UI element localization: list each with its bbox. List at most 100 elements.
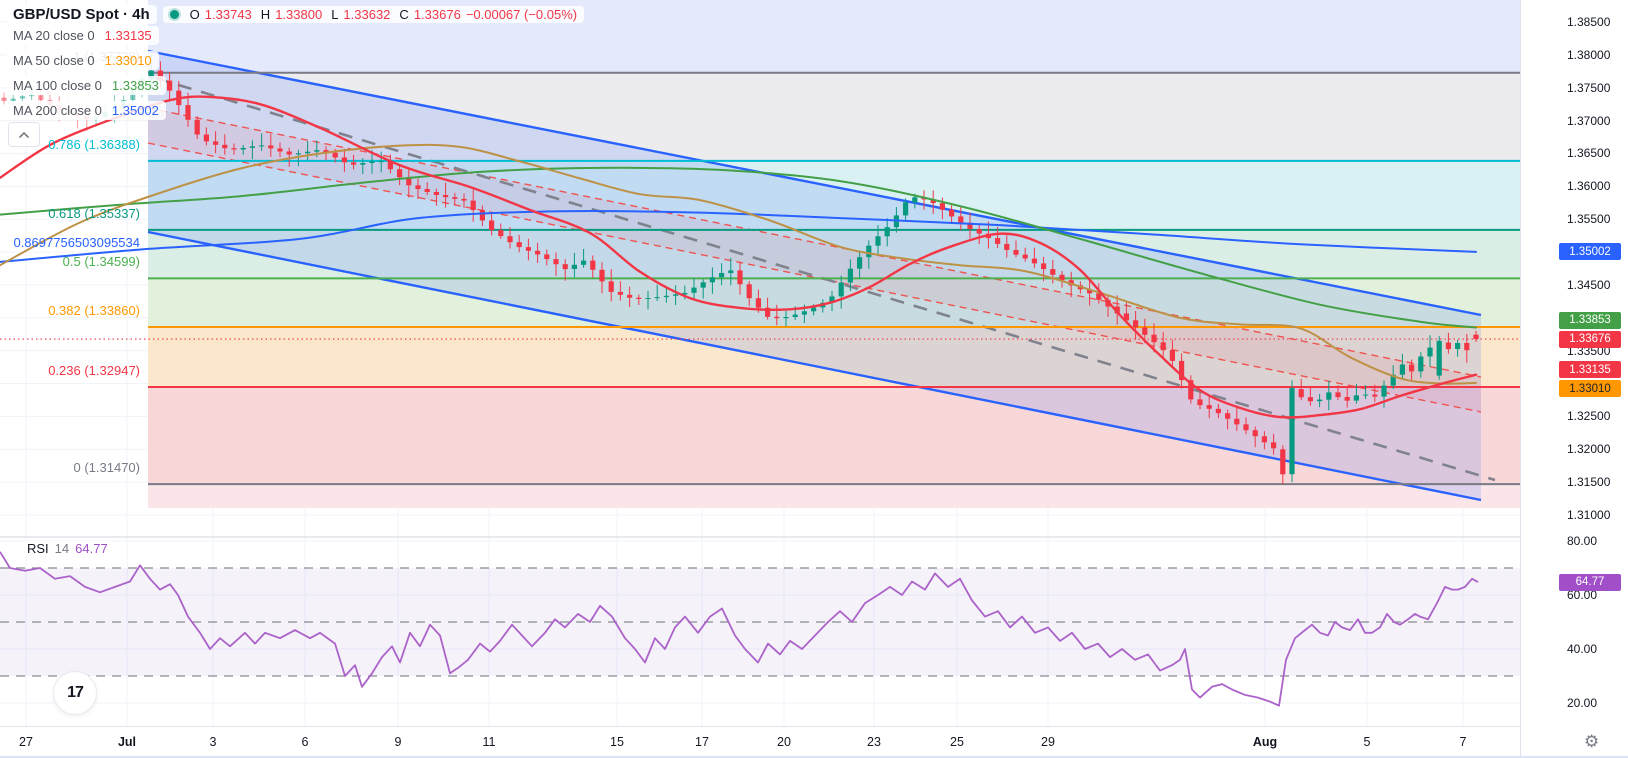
candle-body bbox=[728, 270, 734, 274]
candle-body bbox=[1280, 449, 1286, 475]
fib-level-label: 0.5 (1.34599) bbox=[62, 254, 140, 270]
open-value: 1.33743 bbox=[204, 7, 252, 22]
candle-body bbox=[415, 185, 421, 189]
candle-body bbox=[1390, 374, 1396, 386]
candle-body bbox=[1215, 408, 1221, 414]
red-dashed-channel-line-0[interactable] bbox=[147, 107, 1482, 378]
rsi-title[interactable]: RSI bbox=[27, 541, 49, 556]
ma-label: MA 50 close 0 bbox=[13, 53, 95, 68]
candle-body bbox=[654, 297, 660, 299]
candle-body bbox=[1022, 254, 1028, 259]
red-dashed-channel-line-1[interactable] bbox=[147, 142, 1482, 413]
blue-channel-line-0[interactable] bbox=[147, 49, 1482, 317]
candle-body bbox=[1335, 392, 1341, 398]
rsi-line[interactable] bbox=[0, 551, 1479, 707]
ma50-line[interactable] bbox=[0, 143, 1477, 385]
candle-body bbox=[1445, 342, 1451, 350]
price-tick: 1.31500 bbox=[1567, 475, 1611, 490]
candle-body bbox=[636, 297, 642, 299]
price-tick: 1.36500 bbox=[1567, 146, 1611, 161]
candle-body bbox=[995, 238, 1001, 244]
candle-body bbox=[507, 236, 513, 243]
collapse-indicators-button[interactable] bbox=[8, 122, 40, 147]
candle-body bbox=[691, 287, 697, 293]
ma100-line[interactable] bbox=[0, 166, 1477, 329]
candle-body bbox=[305, 151, 311, 154]
candle-body bbox=[498, 230, 504, 237]
candle-body bbox=[148, 70, 154, 79]
candle-body bbox=[332, 152, 338, 158]
candle-body bbox=[1261, 436, 1267, 443]
rsi-tick: 60.00 bbox=[1567, 588, 1598, 602]
ma-value: 1.33853 bbox=[111, 78, 159, 93]
price-tick: 1.31000 bbox=[1567, 507, 1611, 522]
candle-body bbox=[838, 282, 844, 297]
price-badge: 1.33853 bbox=[1559, 311, 1621, 329]
ma20-line[interactable] bbox=[0, 95, 1478, 419]
ma-legend-row[interactable]: MA 200 close 0 1.35002 bbox=[6, 101, 166, 120]
candle-body bbox=[1436, 340, 1442, 376]
ma-legend-row[interactable]: MA 100 close 0 1.33853 bbox=[6, 76, 166, 95]
symbol-title[interactable]: GBP/USD Spot · 4h bbox=[13, 6, 150, 23]
candle-body bbox=[590, 260, 596, 270]
time-tick: 6 bbox=[301, 735, 309, 749]
candle-body bbox=[765, 307, 771, 317]
time-tick: 15 bbox=[610, 735, 624, 749]
candle-body bbox=[525, 247, 531, 251]
candle-body bbox=[1096, 293, 1102, 300]
rsi-period: 14 bbox=[54, 541, 70, 556]
legend: GBP/USD Spot · 4h O 1.33743 H 1.33800 L 1.3… bbox=[6, 5, 585, 147]
ma200-line[interactable] bbox=[0, 209, 1477, 263]
candle-body bbox=[1307, 397, 1313, 402]
fib-level-label: 0 (1.31470) bbox=[73, 460, 141, 476]
candle-body bbox=[378, 161, 384, 163]
candle-body bbox=[443, 195, 449, 198]
time-tick: 5 bbox=[1363, 735, 1371, 749]
candle-body bbox=[562, 264, 568, 270]
candle-body bbox=[1004, 243, 1010, 250]
close-label: C bbox=[399, 7, 409, 22]
ma-legend-row[interactable]: MA 20 close 0 1.33135 bbox=[6, 26, 159, 45]
settings-gear-icon[interactable]: ⚙ bbox=[1584, 732, 1600, 752]
candle-body bbox=[203, 134, 209, 142]
candle-body bbox=[1271, 442, 1277, 449]
candle-body bbox=[10, 98, 16, 101]
candle-body bbox=[746, 284, 752, 299]
candle-body bbox=[259, 145, 265, 147]
candle-body bbox=[1344, 397, 1350, 401]
candle-body bbox=[479, 210, 485, 221]
price-tick: 1.35500 bbox=[1567, 212, 1611, 227]
close-value: 1.33676 bbox=[413, 7, 461, 22]
candle-body bbox=[1013, 250, 1019, 255]
candle-body bbox=[1225, 413, 1231, 419]
low-value: 1.33632 bbox=[343, 7, 391, 22]
candle-body bbox=[737, 270, 743, 285]
fib-level-label: 0.382 (1.33860) bbox=[48, 303, 140, 318]
ma-value: 1.33135 bbox=[104, 28, 152, 43]
candle-body bbox=[19, 96, 25, 99]
price-tick: 1.38500 bbox=[1567, 15, 1611, 29]
symbol-pill[interactable]: GBP/USD Spot · 4h bbox=[6, 5, 157, 24]
candle-body bbox=[645, 298, 651, 299]
candles-series[interactable] bbox=[1, 54, 1479, 485]
bottom-border bbox=[0, 756, 1628, 758]
candle-body bbox=[406, 177, 412, 186]
tradingview-logo[interactable]: 17 bbox=[53, 671, 97, 715]
price-tick: 1.37000 bbox=[1567, 113, 1611, 128]
candle-body bbox=[912, 197, 918, 203]
blue-channel-line-1[interactable] bbox=[147, 230, 1482, 502]
candle-body bbox=[1252, 430, 1258, 437]
candle-body bbox=[617, 291, 623, 295]
fib-level-label: 0.8697756503095534 bbox=[13, 234, 140, 250]
red-channel-fill bbox=[148, 108, 1481, 412]
ma-legend-row[interactable]: MA 50 close 0 1.33010 bbox=[6, 51, 159, 70]
candle-body bbox=[1114, 306, 1120, 314]
time-scale[interactable]: 27Jul36911151720232529Aug579 bbox=[0, 726, 1628, 758]
candle-body bbox=[673, 294, 679, 296]
time-tick: 7 bbox=[1459, 735, 1467, 749]
price-scale[interactable]: 1.38500 1.38000 1.37500 1.37000 1.36500 1.360… bbox=[1520, 0, 1628, 758]
time-tick: 27 bbox=[19, 735, 33, 749]
candle-body bbox=[801, 311, 807, 315]
ma-label: MA 200 close 0 bbox=[13, 103, 102, 118]
